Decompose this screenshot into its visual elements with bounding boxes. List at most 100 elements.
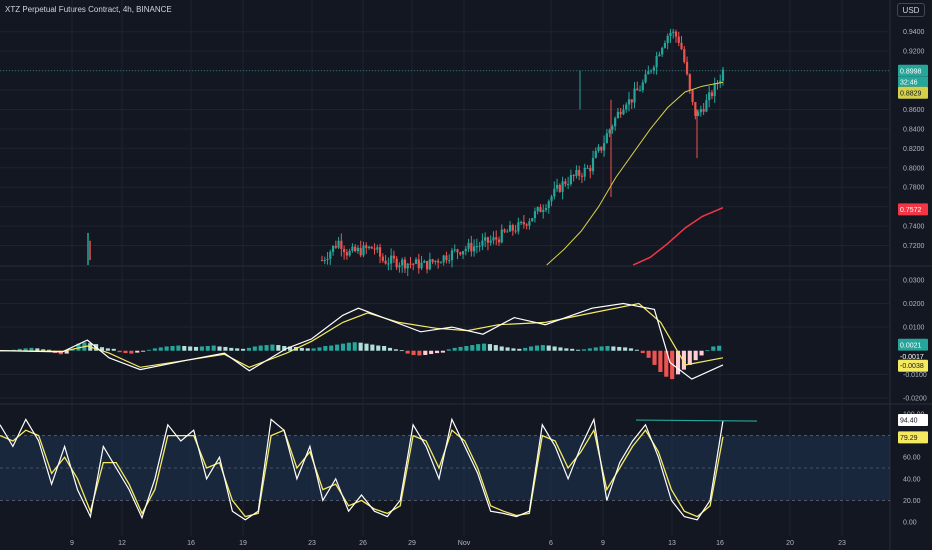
macd-histogram-bar	[634, 349, 639, 351]
candle-body	[481, 240, 484, 246]
macd-histogram-bar	[711, 346, 716, 351]
candle-body	[564, 181, 567, 185]
macd-histogram-bar	[670, 350, 675, 380]
macd-histogram-bar	[29, 347, 34, 351]
candle-body	[697, 112, 700, 116]
candle-body	[473, 246, 476, 252]
macd-histogram-bar	[405, 350, 410, 354]
candle-body	[517, 222, 520, 232]
macd-histogram-bar	[352, 342, 357, 351]
last-price-badge-bg	[898, 64, 928, 77]
macd-histogram-bar	[552, 346, 557, 351]
candle-body	[356, 247, 360, 252]
candle-body	[616, 111, 620, 119]
candle-body	[674, 31, 678, 37]
macd-histogram-bar	[705, 350, 710, 352]
macd-histogram-bar	[317, 347, 322, 351]
candle-body	[412, 263, 415, 265]
macd-histogram-bar	[276, 345, 281, 351]
macd-histogram-bar	[611, 346, 616, 351]
macd-histogram-bar	[288, 346, 293, 351]
macd-histogram-bar	[182, 346, 187, 351]
macd-signal-line	[0, 302, 724, 368]
candle-body	[384, 260, 387, 264]
macd-histogram-bar	[170, 346, 175, 351]
candle-body	[597, 146, 600, 151]
candle-body	[572, 175, 575, 177]
candle-body	[492, 237, 495, 241]
macd-histogram-bar	[270, 344, 275, 351]
macd-histogram-bar	[687, 350, 692, 365]
macd-histogram-bar	[646, 350, 651, 358]
x-tick-label: 9	[70, 540, 74, 547]
ma-fast-badge-bg	[898, 86, 928, 99]
candle-body	[594, 150, 597, 158]
candle-body	[633, 88, 636, 103]
macd-histogram-bar	[329, 345, 334, 351]
macd-tick-label: 0.0300	[903, 277, 925, 284]
candle-body	[387, 263, 390, 265]
candle-body	[719, 80, 722, 84]
x-tick-label: 23	[838, 540, 846, 547]
candle-body	[672, 31, 675, 33]
macd-histogram-bar	[305, 348, 310, 351]
candle-body	[401, 259, 404, 266]
macd-histogram-bar	[423, 350, 428, 355]
x-tick-label: 23	[308, 540, 316, 547]
macd-histogram-bar	[76, 343, 81, 351]
macd-histogram-bar	[241, 348, 246, 351]
candle-body	[326, 258, 329, 261]
price-tick-label: 0.8400	[903, 126, 925, 133]
macd-histogram-bar	[464, 346, 469, 351]
candle-body	[544, 208, 548, 211]
x-tick-label: 12	[118, 540, 126, 547]
macd-histogram-bar	[576, 349, 581, 351]
macd-histogram-bar	[446, 349, 451, 351]
candle-body	[329, 251, 332, 259]
macd-histogram-bar	[387, 347, 393, 351]
candle-body	[666, 35, 669, 44]
macd-value-badge: 0.0021	[900, 342, 922, 349]
macd-histogram-bar	[505, 347, 510, 351]
candle-body	[437, 260, 440, 263]
macd-histogram-bar	[152, 348, 157, 351]
ma-slow-line	[632, 207, 724, 266]
macd-histogram-bar	[135, 350, 140, 353]
candle-body	[489, 240, 492, 243]
x-tick-label: 26	[359, 540, 367, 547]
candle-body	[378, 247, 382, 257]
macd-histogram-bar	[681, 350, 686, 370]
candle-body	[713, 83, 716, 97]
candle-body	[677, 36, 680, 43]
candle-body	[340, 240, 343, 249]
candle-body	[685, 61, 689, 75]
macd-tick-label: 0.0200	[903, 301, 925, 308]
macd-histogram-bar	[35, 348, 40, 351]
candle-body	[381, 256, 384, 261]
macd-histogram-bar	[299, 347, 304, 351]
macd-histogram-bar	[252, 346, 257, 351]
candle-body	[605, 133, 608, 144]
macd-histogram-bar	[693, 350, 698, 361]
macd-histogram-bar	[593, 347, 598, 351]
candle-body	[708, 92, 711, 101]
candle-body	[691, 90, 694, 103]
candle-body	[531, 218, 534, 222]
x-tick-label: 19	[239, 540, 247, 547]
countdown-label: 32:46	[900, 79, 918, 86]
macd-histogram-bar	[699, 350, 704, 356]
candle-body	[622, 109, 625, 115]
candle-body	[688, 74, 691, 91]
macd-histogram-bar	[452, 347, 457, 351]
chart-title: XTZ Perpetual Futures Contract, 4h, BINA…	[5, 5, 172, 14]
price-tick-label: 0.7400	[903, 224, 925, 231]
macd-histogram-bar	[370, 344, 375, 351]
stoch-tick-label: 40.00	[903, 476, 921, 483]
candle-body	[464, 248, 467, 252]
x-tick-label: 9	[601, 540, 605, 547]
currency-selector[interactable]: USD	[897, 3, 925, 17]
macd-tick-label: 0.0100	[903, 325, 925, 332]
candle-body	[567, 184, 570, 186]
candle-body	[467, 242, 470, 249]
